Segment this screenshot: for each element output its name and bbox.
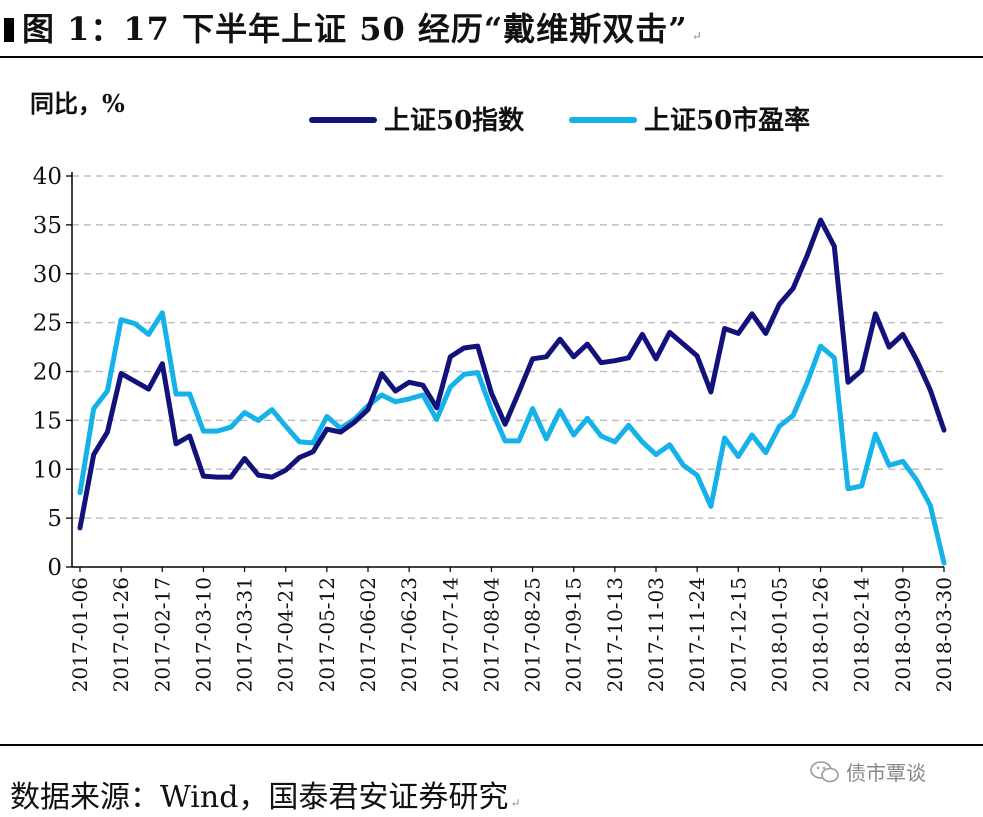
x-tick-label: 2018-03-30 xyxy=(932,577,956,692)
x-tick-label: 2017-03-31 xyxy=(233,577,257,692)
x-tick-label: 2018-01-05 xyxy=(767,577,791,692)
y-tick-label: 30 xyxy=(33,262,62,288)
line-chart: 0 5 10 15 20 25 30 35 40 2017-01-06 2017-01-26 2017… xyxy=(30,89,956,692)
wechat-icon xyxy=(810,761,839,783)
x-tick-label: 2018-02-14 xyxy=(850,577,874,692)
x-tick-label: 2017-03-10 xyxy=(191,577,215,692)
x-tick-label: 2017-07-14 xyxy=(438,577,462,692)
watermark: 债市覃谈 xyxy=(810,757,926,786)
y-axis-label: 同比，% xyxy=(30,89,125,118)
y-tick-label: 0 xyxy=(47,555,62,581)
figure-title: 图 1：17 下半年上证 50 经历“戴维斯双击” ↵ xyxy=(4,4,703,50)
y-tick-label: 15 xyxy=(33,408,62,434)
axis-layer: 0 5 10 15 20 25 30 35 40 2017-01-06 2017-01-26 2017… xyxy=(33,164,956,692)
return-mark-icon: ↵ xyxy=(691,29,703,43)
x-tick-label: 2017-12-15 xyxy=(726,577,750,692)
series-line-index xyxy=(77,217,947,531)
x-tick-label: 2017-05-12 xyxy=(315,577,339,692)
title-marker-icon xyxy=(4,18,14,42)
x-tick-label: 2018-03-09 xyxy=(891,577,915,692)
x-tick-label: 2017-09-15 xyxy=(562,577,586,692)
x-tick-label: 2017-10-13 xyxy=(603,577,627,692)
data-source: 数据来源：Wind，国泰君安证券研究 ↵ xyxy=(10,772,521,816)
legend: 上证50指数 上证50市盈率 xyxy=(309,105,810,136)
x-tick-label: 2017-11-24 xyxy=(685,577,709,692)
x-tick-label: 2017-02-17 xyxy=(150,577,174,692)
y-tick-label: 20 xyxy=(33,360,62,386)
legend-label: 上证50指数 xyxy=(384,106,525,136)
watermark-text: 债市覃谈 xyxy=(846,761,926,785)
y-tick-label: 40 xyxy=(33,164,62,190)
x-tick-label: 2017-08-25 xyxy=(521,577,545,692)
x-tick-label: 2017-11-03 xyxy=(644,577,668,692)
y-tick-label: 10 xyxy=(33,457,62,483)
y-tick-label: 5 xyxy=(47,506,62,532)
x-tick-label: 2017-06-23 xyxy=(397,577,421,692)
bottom-divider xyxy=(0,744,983,746)
series-line-pe xyxy=(77,310,947,566)
x-tick-label: 2018-01-26 xyxy=(809,577,833,692)
figure-title-text: 图 1：17 下半年上证 50 经历“戴维斯双击” xyxy=(22,10,688,48)
series-layer xyxy=(77,217,947,566)
top-divider xyxy=(0,56,983,58)
x-tick-label: 2017-01-26 xyxy=(109,577,133,692)
x-tick-label: 2017-06-02 xyxy=(356,577,380,692)
legend-label: 上证50市盈率 xyxy=(644,105,810,136)
y-tick-label: 35 xyxy=(33,213,62,239)
data-source-text: 数据来源：Wind，国泰君安证券研究 xyxy=(10,780,509,815)
x-tick-label: 2017-01-06 xyxy=(68,577,92,692)
x-tick-label: 2017-08-04 xyxy=(479,577,503,692)
return-mark-icon: ↵ xyxy=(510,796,521,810)
x-tick-label: 2017-04-21 xyxy=(274,577,298,692)
y-tick-label: 25 xyxy=(33,311,62,337)
